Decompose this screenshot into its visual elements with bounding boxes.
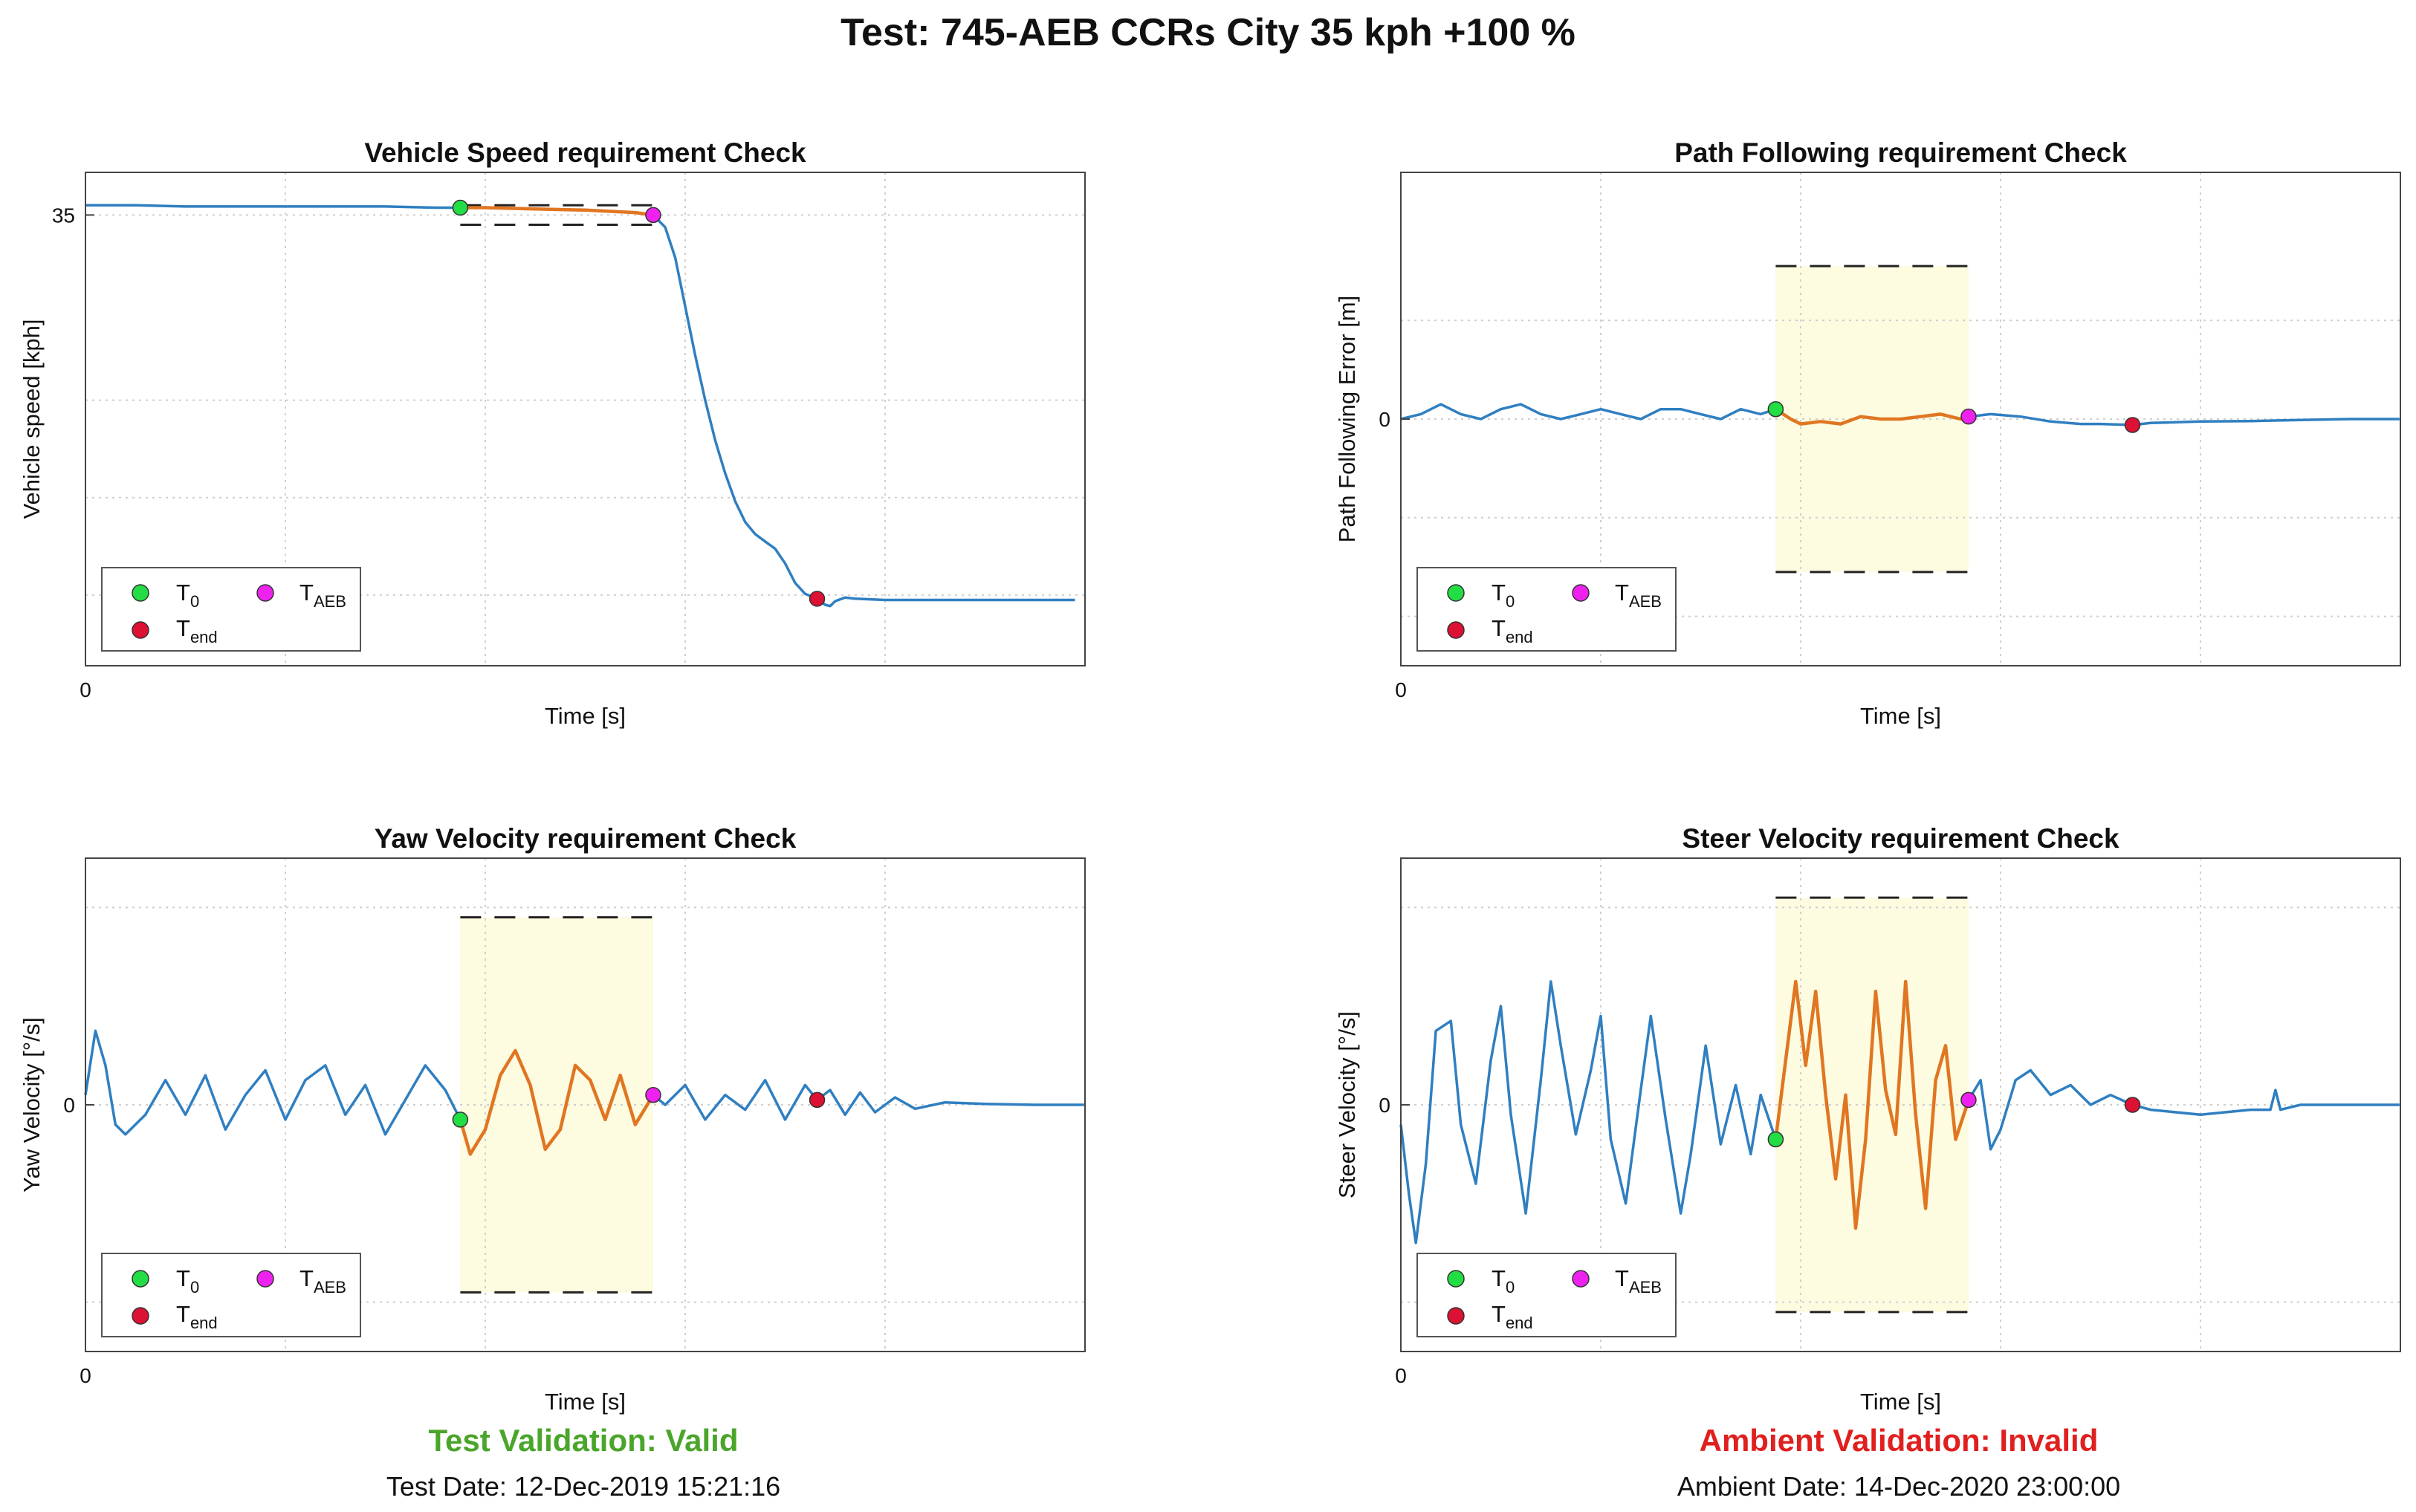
t0-marker bbox=[452, 1112, 469, 1128]
tend-marker bbox=[2124, 417, 2141, 433]
legend: T0 TAEB Tend bbox=[1416, 567, 1677, 652]
signal-line bbox=[85, 204, 1075, 608]
chart-title: Vehicle Speed requirement Check bbox=[364, 137, 806, 168]
x-axis-label: Time [s] bbox=[1860, 703, 1941, 729]
x-axis-label: Time [s] bbox=[545, 1389, 626, 1415]
validation-segment bbox=[1774, 979, 1971, 1230]
test-date: Test Date: 12-Dec-2019 15:21:16 bbox=[386, 1471, 781, 1502]
taeb-marker bbox=[1960, 1091, 1977, 1109]
tend-marker bbox=[2124, 1097, 2141, 1113]
x-tick-label: 0 bbox=[80, 678, 91, 701]
taeb-legend-icon bbox=[256, 584, 274, 602]
t0-legend-label: T0 bbox=[176, 580, 199, 611]
y-tick-label: 35 bbox=[52, 204, 75, 227]
y-axis-label: Steer Velocity [°/s] bbox=[1334, 1011, 1360, 1198]
tolerance-band bbox=[460, 917, 653, 1293]
tend-marker bbox=[809, 1091, 826, 1109]
chart-speed: 35 0 Vehicle Speed requirement Check Time [… bbox=[19, 137, 1086, 729]
validation-segment bbox=[1775, 407, 1969, 426]
chart-path: 0 0 Path Following requirement Check Time [… bbox=[1334, 137, 2401, 729]
validation-segment bbox=[459, 1048, 655, 1156]
ambient-validation-status: Ambient Validation: Invalid bbox=[1699, 1423, 2099, 1458]
figure-title: Test: 745-AEB CCRs City 35 kph +100 % bbox=[841, 11, 1575, 54]
chart-steer: 0 0 Steer Velocity requirement Check Time [… bbox=[1334, 823, 2401, 1415]
t0-legend-label: T0 bbox=[1492, 580, 1515, 611]
taeb-marker bbox=[1960, 408, 1977, 425]
taeb-legend-label: TAEB bbox=[1615, 580, 1662, 611]
tend-legend-icon bbox=[1447, 1307, 1465, 1325]
tend-legend-label: Tend bbox=[1492, 1301, 1533, 1332]
tend-legend-label: Tend bbox=[176, 1301, 218, 1332]
tolerance-band bbox=[1775, 898, 1969, 1312]
chart-title: Steer Velocity requirement Check bbox=[1682, 823, 2119, 854]
t0-legend-icon bbox=[132, 1270, 149, 1288]
legend: T0 TAEB Tend bbox=[1416, 1253, 1677, 1337]
y-axis-label: Vehicle speed [kph] bbox=[19, 319, 45, 519]
y-tick-label: 0 bbox=[63, 1094, 75, 1117]
chart-yaw: 0 0 Yaw Velocity requirement Check Time [s]… bbox=[19, 823, 1086, 1415]
y-axis-label: Path Following Error [m] bbox=[1334, 296, 1360, 543]
tend-legend-label: Tend bbox=[1492, 615, 1533, 646]
x-axis-label: Time [s] bbox=[1860, 1389, 1941, 1415]
taeb-legend-label: TAEB bbox=[299, 580, 346, 611]
t0-marker bbox=[1767, 400, 1784, 418]
validation-segment bbox=[460, 206, 654, 217]
ambient-date: Ambient Date: 14-Dec-2020 23:00:00 bbox=[1677, 1471, 2121, 1502]
taeb-legend-icon bbox=[1572, 1270, 1590, 1288]
t0-marker bbox=[452, 199, 469, 216]
y-tick-label: 0 bbox=[1379, 408, 1390, 431]
y-axis-label: Yaw Velocity [°/s] bbox=[19, 1017, 45, 1193]
taeb-legend-label: TAEB bbox=[299, 1265, 346, 1297]
tend-legend-icon bbox=[132, 1307, 149, 1325]
legend: T0 TAEB Tend bbox=[101, 1253, 361, 1337]
chart-title: Yaw Velocity requirement Check bbox=[375, 823, 797, 854]
axes-frame bbox=[85, 172, 1086, 666]
test-validation-status: Test Validation: Valid bbox=[428, 1423, 739, 1458]
x-tick-label: 0 bbox=[80, 1364, 91, 1387]
x-axis-label: Time [s] bbox=[545, 703, 626, 729]
tend-legend-icon bbox=[132, 621, 149, 639]
taeb-marker bbox=[645, 1086, 661, 1103]
taeb-marker bbox=[645, 207, 661, 224]
y-tick-label: 0 bbox=[1379, 1094, 1390, 1117]
t0-legend-icon bbox=[1447, 1270, 1465, 1288]
tend-legend-label: Tend bbox=[176, 615, 218, 646]
t0-legend-label: T0 bbox=[176, 1265, 199, 1297]
t0-marker bbox=[1767, 1131, 1784, 1148]
x-tick-label: 0 bbox=[1395, 678, 1407, 701]
tend-marker bbox=[809, 591, 826, 607]
x-tick-label: 0 bbox=[1395, 1364, 1407, 1387]
taeb-legend-icon bbox=[1572, 584, 1590, 602]
t0-legend-icon bbox=[132, 584, 149, 602]
legend: T0 TAEB Tend bbox=[101, 567, 361, 652]
taeb-legend-icon bbox=[256, 1270, 274, 1288]
legend-box bbox=[1416, 1253, 1677, 1337]
t0-legend-icon bbox=[1447, 584, 1465, 602]
t0-legend-label: T0 bbox=[1492, 1265, 1515, 1297]
chart-title: Path Following requirement Check bbox=[1674, 137, 2127, 168]
tend-legend-icon bbox=[1447, 621, 1465, 639]
taeb-legend-label: TAEB bbox=[1615, 1265, 1662, 1297]
